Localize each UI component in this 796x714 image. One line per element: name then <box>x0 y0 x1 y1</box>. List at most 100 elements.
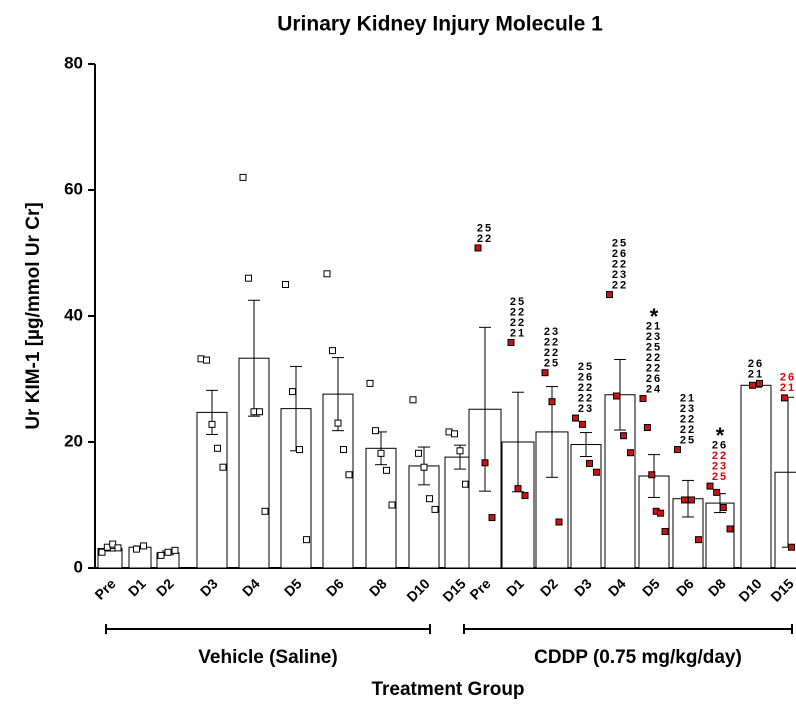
data-point <box>572 414 579 422</box>
data-point <box>514 485 522 493</box>
annotation: 22 <box>680 413 696 425</box>
data-point <box>606 291 613 299</box>
x-tick-label: D1 <box>125 575 149 599</box>
annotation: 25 <box>544 358 560 370</box>
x-tick-label: D4 <box>239 575 263 599</box>
data-point <box>648 471 656 479</box>
annotation: 25 <box>680 434 696 446</box>
data-point <box>713 488 721 496</box>
x-tick-label: D5 <box>639 575 663 599</box>
y-axis-label: Ur KIM-1 [µg/mmol Ur Cr] <box>23 202 44 429</box>
data-point <box>555 518 563 526</box>
data-point <box>613 392 620 400</box>
data-point <box>171 546 179 554</box>
annotation: 22 <box>477 233 493 245</box>
annotation: 22 <box>612 258 628 270</box>
x-tick-label: Pre <box>91 575 118 602</box>
data-point <box>593 468 600 476</box>
annotation: 21 <box>646 320 662 332</box>
y-tick-label: 20 <box>64 431 83 450</box>
annotation: 22 <box>510 306 526 318</box>
x-tick-label: D15 <box>767 575 796 605</box>
data-point <box>345 471 353 479</box>
data-point <box>749 381 756 389</box>
data-point <box>695 536 702 544</box>
data-point <box>239 173 247 181</box>
x-tick-label: D3 <box>571 575 595 599</box>
x-tick-label: D15 <box>439 575 469 605</box>
data-point <box>366 379 374 387</box>
annotation: 23 <box>646 331 662 343</box>
y-tick-label: 60 <box>64 179 83 198</box>
data-point <box>719 504 727 512</box>
x-tick-label: D5 <box>281 575 305 599</box>
data-point <box>282 281 289 288</box>
data-point <box>639 395 647 403</box>
annotation: 26 <box>712 440 728 452</box>
x-tick-label: D4 <box>605 575 629 599</box>
annotation: 21 <box>748 368 764 380</box>
data-point <box>706 482 714 490</box>
data-point <box>474 244 482 252</box>
x-tick-label: D10 <box>735 575 765 605</box>
annotation: 22 <box>544 337 560 349</box>
x-tick-label: D2 <box>537 575 561 599</box>
data-point <box>203 356 210 364</box>
significance-star: * <box>716 423 725 448</box>
data-point <box>383 466 390 474</box>
annotation: 21 <box>510 327 526 339</box>
x-tick-label: D1 <box>503 575 527 599</box>
data-point <box>456 447 464 455</box>
annotation: 23 <box>578 403 594 415</box>
data-point <box>409 396 417 404</box>
x-tick-label: D2 <box>153 575 177 599</box>
data-point <box>756 379 763 387</box>
annotation: 22 <box>712 450 728 462</box>
annotation: 22 <box>646 362 662 374</box>
data-point <box>334 419 342 427</box>
significance-star: * <box>650 304 659 329</box>
data-point <box>586 459 593 467</box>
annotation: 22 <box>646 352 662 364</box>
annotation: 22 <box>680 424 696 436</box>
data-point <box>688 496 695 504</box>
data-point <box>214 444 221 452</box>
annotation: 26 <box>748 358 764 370</box>
data-point <box>261 507 269 515</box>
annotation: 23 <box>712 461 728 473</box>
x-tick-label: D6 <box>323 575 347 599</box>
data-point <box>521 492 529 500</box>
data-point <box>109 540 117 548</box>
annotation: 25 <box>477 222 493 234</box>
data-point <box>627 449 634 457</box>
data-point <box>133 545 140 553</box>
data-point <box>377 449 385 457</box>
annotation: 23 <box>612 269 628 281</box>
data-point <box>323 270 331 278</box>
data-point <box>726 525 734 533</box>
group-label: Vehicle (Saline) <box>198 647 337 668</box>
annotation: 22 <box>612 279 628 291</box>
annotation: 25 <box>646 341 662 353</box>
annotation: 22 <box>544 347 560 359</box>
annotation: 21 <box>680 392 696 404</box>
annotation: 25 <box>578 361 594 373</box>
data-point <box>340 446 347 454</box>
data-point <box>303 536 310 544</box>
data-point <box>164 548 172 556</box>
y-tick-label: 80 <box>64 53 83 72</box>
data-point <box>507 338 515 346</box>
annotation: 26 <box>578 371 594 383</box>
annotation: 23 <box>680 403 696 415</box>
data-point <box>329 347 336 355</box>
data-point <box>643 424 651 432</box>
bar <box>774 471 796 569</box>
data-point <box>781 394 788 402</box>
x-tick-label: D10 <box>403 575 433 605</box>
annotation: 25 <box>612 237 628 249</box>
group-label: CDDP (0.75 mg/kg/day) <box>534 647 742 668</box>
data-point <box>426 495 433 503</box>
data-point <box>98 548 106 556</box>
data-point <box>372 427 379 435</box>
